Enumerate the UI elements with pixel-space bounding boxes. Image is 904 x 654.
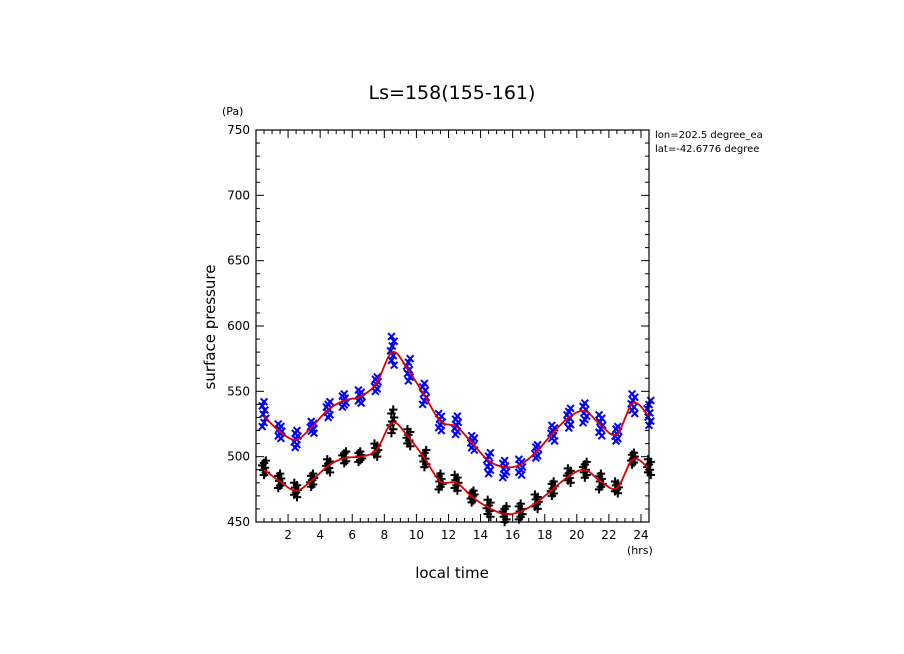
plus-marker bbox=[387, 428, 396, 438]
plus-marker bbox=[469, 486, 478, 495]
plus-marker bbox=[582, 457, 591, 467]
x-marker bbox=[259, 397, 269, 406]
y-tick-label: 550 bbox=[227, 384, 250, 398]
x-marker bbox=[566, 404, 575, 413]
x-marker bbox=[547, 421, 556, 430]
plus-marker bbox=[308, 469, 318, 478]
x-marker bbox=[260, 405, 270, 415]
plus-marker bbox=[549, 477, 558, 486]
x-tick-label: 12 bbox=[441, 528, 456, 542]
x-marker bbox=[387, 332, 396, 341]
x-marker bbox=[594, 410, 604, 419]
plus-marker bbox=[502, 502, 511, 511]
plus-marker bbox=[403, 425, 412, 434]
x-marker bbox=[486, 448, 495, 457]
x-marker bbox=[406, 354, 415, 363]
y-axis-unit: (Pa) bbox=[222, 105, 243, 118]
x-axis-label: local time bbox=[415, 564, 489, 582]
y-tick-label: 600 bbox=[227, 319, 250, 333]
plus-marker bbox=[643, 455, 653, 464]
x-tick-label: 8 bbox=[381, 528, 389, 542]
x-marker bbox=[467, 431, 476, 440]
x-tick-label: 24 bbox=[633, 528, 648, 542]
x-tick-label: 4 bbox=[316, 528, 324, 542]
x-marker bbox=[500, 456, 509, 465]
y-tick-label: 750 bbox=[227, 123, 250, 137]
x-marker bbox=[420, 379, 429, 388]
plus-marker bbox=[629, 448, 639, 457]
fit-line bbox=[263, 421, 650, 516]
lon-annotation: lon=202.5 degree_ea bbox=[655, 130, 763, 141]
plus-marker bbox=[596, 469, 606, 478]
x-marker bbox=[307, 417, 316, 426]
x-tick-label: 2 bbox=[284, 528, 292, 542]
plus-marker bbox=[323, 455, 332, 464]
x-marker bbox=[390, 361, 399, 370]
x-marker bbox=[292, 426, 302, 435]
plus-marker bbox=[275, 469, 285, 478]
plus-marker bbox=[450, 470, 459, 480]
x-marker bbox=[325, 397, 335, 406]
x-marker bbox=[453, 412, 462, 421]
x-tick-label: 16 bbox=[505, 528, 520, 542]
plus-marker bbox=[563, 464, 573, 473]
x-axis-unit: (hrs) bbox=[627, 544, 653, 557]
plus-marker bbox=[610, 477, 620, 486]
x-marker bbox=[340, 389, 349, 399]
y-tick-label: 650 bbox=[227, 254, 250, 268]
plus-marker bbox=[387, 409, 396, 418]
x-marker bbox=[386, 346, 395, 355]
x-marker bbox=[627, 389, 637, 399]
x-tick-label: 20 bbox=[569, 528, 584, 542]
plus-marker bbox=[290, 478, 299, 487]
x-marker bbox=[514, 455, 523, 464]
fit-line bbox=[263, 351, 650, 469]
plot-frame bbox=[255, 129, 650, 523]
plus-marker bbox=[261, 456, 271, 465]
plus-marker bbox=[370, 439, 379, 448]
x-marker bbox=[388, 341, 397, 351]
x-marker bbox=[354, 385, 363, 395]
x-marker bbox=[274, 419, 283, 429]
plus-marker bbox=[530, 490, 540, 499]
x-tick-label: 6 bbox=[348, 528, 356, 542]
plus-marker bbox=[341, 447, 351, 456]
x-marker bbox=[387, 356, 396, 365]
plus-marker bbox=[388, 417, 397, 426]
y-tick-label: 700 bbox=[227, 188, 250, 202]
plot-marks bbox=[258, 332, 655, 527]
chart-title: Ls=158(155-161) bbox=[369, 82, 536, 104]
x-tick-label: 18 bbox=[537, 528, 552, 542]
x-marker bbox=[390, 337, 399, 346]
plus-marker bbox=[516, 499, 525, 508]
plus-marker bbox=[436, 469, 445, 478]
y-tick-label: 500 bbox=[227, 450, 250, 464]
plus-marker bbox=[422, 445, 431, 455]
x-marker bbox=[580, 398, 589, 408]
y-tick-label: 450 bbox=[227, 515, 250, 529]
x-tick-label: 22 bbox=[601, 528, 616, 542]
lat-annotation: lat=-42.6776 degree bbox=[655, 144, 759, 155]
plus-marker bbox=[356, 447, 365, 456]
plus-marker bbox=[389, 405, 398, 414]
x-tick-label: 14 bbox=[473, 528, 488, 542]
y-axis-label: surface pressure bbox=[201, 265, 219, 390]
plus-marker bbox=[483, 495, 492, 504]
x-tick-label: 10 bbox=[409, 528, 424, 542]
